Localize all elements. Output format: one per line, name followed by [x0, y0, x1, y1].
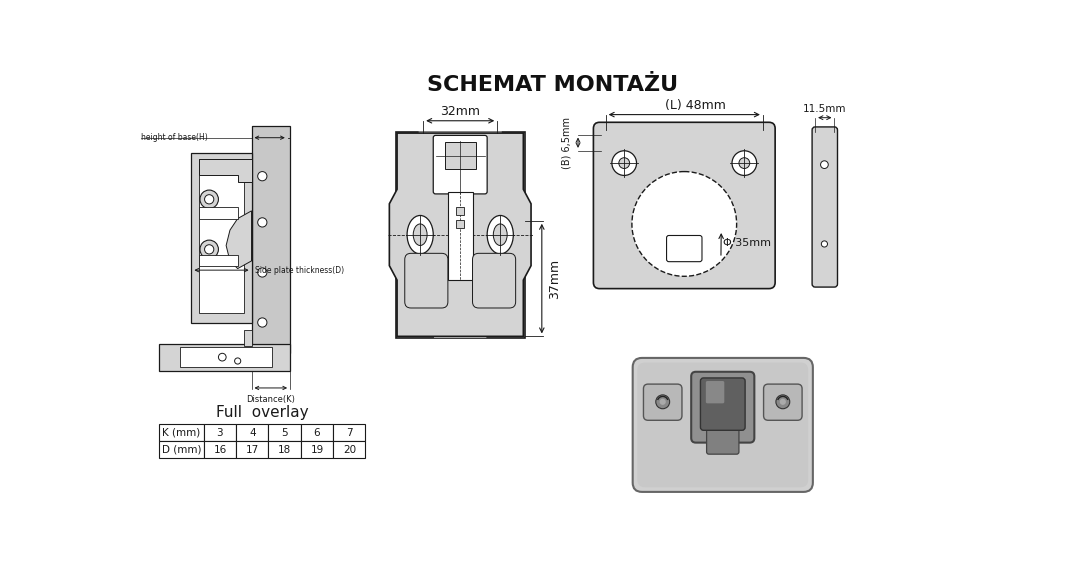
Bar [269, 424, 301, 441]
Text: 32mm: 32mm [440, 105, 480, 118]
Bar [301, 424, 333, 441]
Text: 19: 19 [311, 445, 324, 454]
FancyBboxPatch shape [593, 123, 775, 288]
Polygon shape [227, 211, 251, 268]
Circle shape [258, 268, 267, 277]
FancyBboxPatch shape [638, 363, 808, 487]
Bar [204, 441, 236, 458]
Circle shape [258, 172, 267, 181]
Polygon shape [200, 159, 251, 182]
Bar [236, 441, 269, 458]
Text: Distance(K): Distance(K) [246, 395, 296, 404]
FancyBboxPatch shape [812, 127, 837, 287]
Text: height of base(H): height of base(H) [141, 133, 208, 142]
Text: 20: 20 [343, 445, 356, 454]
Circle shape [632, 172, 737, 276]
Text: 3: 3 [217, 428, 223, 438]
Circle shape [776, 395, 790, 409]
Text: (B) 6,5mm: (B) 6,5mm [562, 117, 572, 169]
FancyBboxPatch shape [405, 253, 448, 308]
Text: 11.5mm: 11.5mm [803, 104, 847, 114]
Text: 5: 5 [282, 428, 288, 438]
Ellipse shape [487, 215, 514, 254]
Text: K (mm): K (mm) [162, 428, 201, 438]
Circle shape [200, 240, 218, 259]
Ellipse shape [493, 224, 507, 246]
Circle shape [820, 161, 829, 169]
Text: 17: 17 [246, 445, 259, 454]
Circle shape [780, 399, 786, 405]
Circle shape [739, 158, 750, 169]
Bar [456, 220, 464, 228]
Polygon shape [390, 133, 531, 336]
Text: D (mm): D (mm) [162, 445, 201, 454]
FancyBboxPatch shape [692, 372, 754, 443]
Bar [200, 207, 237, 218]
FancyBboxPatch shape [643, 384, 682, 420]
FancyBboxPatch shape [706, 381, 724, 404]
Ellipse shape [407, 215, 434, 254]
Polygon shape [159, 344, 290, 371]
Bar [269, 441, 301, 458]
Bar [191, 153, 251, 323]
Circle shape [732, 151, 756, 176]
Bar [159, 424, 204, 441]
Bar [445, 142, 476, 169]
Bar [244, 330, 251, 345]
Bar [236, 424, 269, 441]
Circle shape [218, 353, 227, 361]
Text: 6: 6 [314, 428, 320, 438]
FancyBboxPatch shape [632, 358, 812, 492]
Bar [396, 132, 524, 338]
Text: 4: 4 [249, 428, 256, 438]
Circle shape [612, 151, 637, 176]
Text: SCHEMAT MONTAŻU: SCHEMAT MONTAŻU [427, 75, 679, 95]
Bar [159, 441, 204, 458]
Bar [301, 441, 333, 458]
Bar [448, 192, 473, 280]
Bar [456, 207, 464, 215]
Text: 37mm: 37mm [548, 259, 561, 299]
Circle shape [258, 218, 267, 227]
Bar [180, 347, 272, 367]
FancyBboxPatch shape [667, 235, 702, 262]
Circle shape [200, 190, 218, 209]
FancyBboxPatch shape [473, 253, 516, 308]
Text: Full  overlay: Full overlay [216, 405, 309, 420]
FancyBboxPatch shape [764, 384, 802, 420]
Text: Φ 35mm: Φ 35mm [723, 238, 770, 248]
FancyBboxPatch shape [700, 378, 746, 430]
Text: Side plate thickness(D): Side plate thickness(D) [255, 266, 344, 275]
Circle shape [234, 358, 241, 364]
Bar [333, 441, 366, 458]
Bar [200, 255, 237, 266]
Polygon shape [419, 132, 502, 338]
FancyBboxPatch shape [434, 136, 487, 194]
Bar [200, 159, 244, 314]
Text: 16: 16 [214, 445, 227, 454]
Circle shape [659, 399, 666, 405]
Bar [204, 424, 236, 441]
Text: 7: 7 [346, 428, 353, 438]
Circle shape [821, 241, 828, 247]
Circle shape [205, 195, 214, 204]
Circle shape [619, 158, 630, 169]
Text: (L) 48mm: (L) 48mm [666, 99, 726, 112]
Ellipse shape [413, 224, 427, 246]
Text: 18: 18 [278, 445, 291, 454]
Circle shape [258, 318, 267, 327]
Bar [251, 126, 290, 353]
Circle shape [656, 395, 670, 409]
Bar [333, 424, 366, 441]
FancyBboxPatch shape [707, 425, 739, 454]
Circle shape [205, 245, 214, 254]
